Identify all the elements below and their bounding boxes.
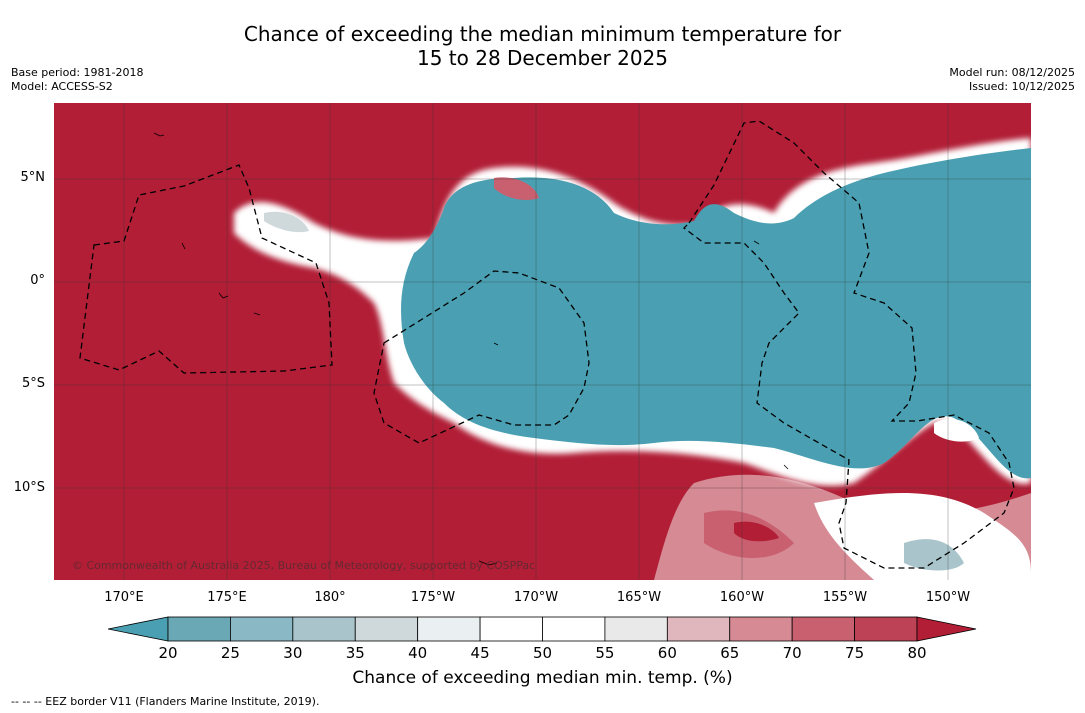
islands [153,132,789,566]
eez-legend-note: -- -- -- EEZ border V11 (Flanders Marine… [11,695,320,708]
lon-label-170e: 170°E [104,590,144,605]
title-line-2: 15 to 28 December 2025 [416,46,668,70]
lon-label-150w: 150°W [925,590,971,605]
colorbar-tick-label: 30 [283,644,303,662]
lon-label-165w: 165°W [616,590,662,605]
colorbar-extend-high [916,616,977,642]
colorbar-cell [854,616,918,642]
chart-title: Chance of exceeding the median minimum t… [0,22,1085,70]
meta-left: Base period: 1981-2018 Model: ACCESS-S2 [11,66,143,94]
lon-label-170w: 170°W [513,590,559,605]
colorbar-tick-label: 25 [220,644,240,662]
model-run: Model run: 08/12/2025 [949,66,1075,79]
model-name: Model: ACCESS-S2 [11,80,113,93]
colorbar-cell [666,616,731,642]
lon-label-175e: 175°E [207,590,247,605]
eez-borders [79,120,1015,569]
colorbar-cell [167,616,231,642]
colorbar-cell [479,616,543,642]
colorbar-tick-label: 75 [845,644,865,662]
colorbar-cell [604,616,668,642]
colorbar-tick-label: 55 [595,644,615,662]
colorbar [108,616,977,642]
low-chance-region [401,148,1031,479]
colorbar-cell [230,616,294,642]
colorbar-tick-label: 50 [532,644,553,662]
copyright-notice: © Commonwealth of Australia 2025, Bureau… [72,559,536,572]
colorbar-tick-label: 40 [408,644,428,662]
lat-label-0: 0° [30,273,45,288]
lon-label-175w: 175°W [410,590,456,605]
colorbar-tick-label: 80 [907,644,927,662]
meta-right: Model run: 08/12/2025 Issued: 10/12/2025 [949,66,1075,94]
colorbar-tick-label: 65 [720,644,740,662]
lon-label-155w: 155°W [822,590,868,605]
colorbar-label: Chance of exceeding median min. temp. (%… [352,668,733,688]
colorbar-tick-label: 35 [345,644,365,662]
title-line-1: Chance of exceeding the median minimum t… [243,22,842,46]
colorbar-cell [791,616,855,642]
lat-label-5s: 5°S [21,376,45,391]
base-period: Base period: 1981-2018 [11,66,144,79]
colorbar-tick-label: 45 [470,644,490,662]
colorbar-cell [729,616,793,642]
colorbar-tick-label: 20 [158,644,178,662]
colorbar-cell [292,616,356,642]
issued-date: Issued: 10/12/2025 [968,80,1075,93]
lon-label-160w: 160°W [719,590,765,605]
colorbar-cell [417,616,481,642]
colorbar-extend-low [108,616,169,642]
lat-label-5n: 5°N [20,170,46,185]
colorbar-tick-label: 70 [782,644,802,662]
lat-label-10s: 10°S [13,480,45,495]
southeast-white-region [814,493,1031,580]
colorbar-cell [542,616,606,642]
lon-label-180: 180° [314,590,346,605]
colorbar-tick-label: 60 [657,644,677,662]
graticule [54,103,1031,580]
colorbar-cell [354,616,419,642]
forecast-map [54,103,1031,580]
